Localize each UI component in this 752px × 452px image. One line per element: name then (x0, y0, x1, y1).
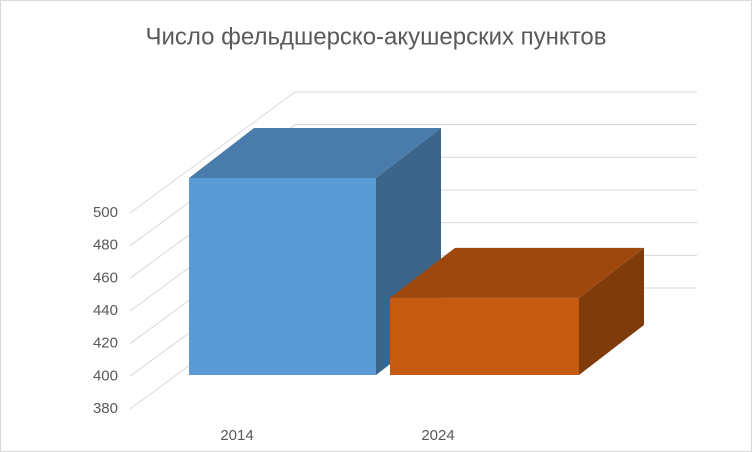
y-tick-label: 420 (93, 335, 118, 352)
grid-line (129, 124, 697, 247)
y-tick-label: 440 (93, 302, 118, 319)
x-tick-label: 2014 (220, 427, 253, 444)
bar (189, 178, 376, 375)
y-tick-label: 500 (93, 204, 118, 221)
bar-top (390, 247, 644, 298)
x-tick-label: 2024 (421, 427, 454, 444)
grid-line (129, 91, 697, 214)
y-tick-label: 380 (93, 400, 118, 417)
y-tick-label: 400 (93, 367, 118, 384)
bar-side (579, 247, 644, 375)
bar (390, 297, 579, 375)
bar-top (189, 128, 441, 178)
y-tick-label: 460 (93, 269, 118, 286)
chart-title: Число фельдшерско-акушерских пунктов (145, 23, 606, 50)
y-tick-label: 480 (93, 237, 118, 254)
